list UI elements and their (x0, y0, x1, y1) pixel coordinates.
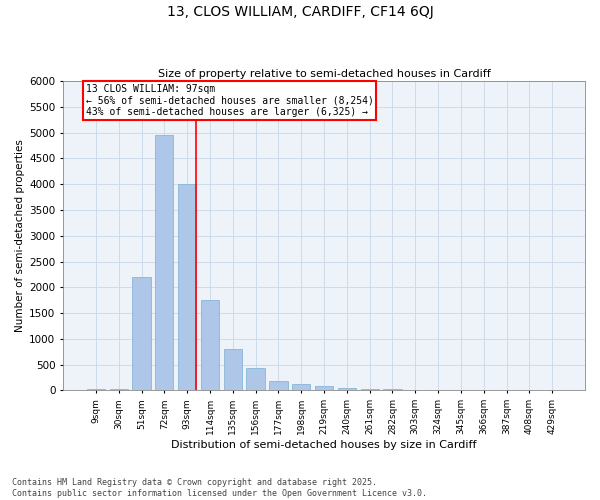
Title: Size of property relative to semi-detached houses in Cardiff: Size of property relative to semi-detach… (158, 69, 490, 79)
Bar (155, 136, 173, 390)
Y-axis label: Number of semi-detached properties: Number of semi-detached properties (15, 140, 25, 332)
Bar (201, 300, 219, 390)
Bar (224, 349, 242, 391)
Bar (361, 389, 379, 390)
Bar (315, 386, 333, 390)
X-axis label: Distribution of semi-detached houses by size in Cardiff: Distribution of semi-detached houses by … (171, 440, 477, 450)
Text: 13, CLOS WILLIAM, CARDIFF, CF14 6QJ: 13, CLOS WILLIAM, CARDIFF, CF14 6QJ (167, 5, 433, 19)
Bar (87, 389, 105, 390)
Text: 13 CLOS WILLIAM: 97sqm
← 56% of semi-detached houses are smaller (8,254)
43% of : 13 CLOS WILLIAM: 97sqm ← 56% of semi-det… (86, 84, 374, 117)
Bar (110, 389, 128, 390)
Bar (338, 388, 356, 390)
Bar (269, 382, 287, 390)
Text: Contains HM Land Registry data © Crown copyright and database right 2025.
Contai: Contains HM Land Registry data © Crown c… (12, 478, 427, 498)
Bar (247, 368, 265, 390)
Bar (133, 277, 151, 390)
Bar (292, 384, 310, 390)
Bar (178, 184, 196, 390)
